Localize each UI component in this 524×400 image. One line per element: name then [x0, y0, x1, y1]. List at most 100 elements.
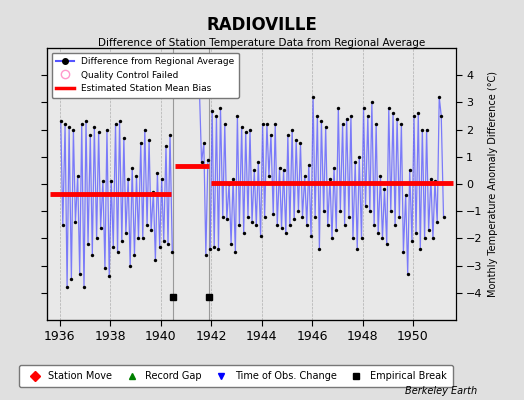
Point	[126, 262, 134, 269]
Point	[132, 173, 140, 179]
Point	[248, 219, 256, 225]
Point	[143, 222, 151, 228]
Point	[429, 235, 437, 242]
Point	[208, 107, 216, 114]
Point	[263, 121, 271, 127]
Point	[378, 235, 387, 242]
Point	[59, 222, 67, 228]
Point	[145, 137, 154, 144]
Point	[391, 222, 399, 228]
Point	[140, 126, 149, 133]
Point	[130, 252, 139, 258]
Point	[286, 222, 294, 228]
Point	[414, 110, 422, 116]
Point	[433, 219, 441, 225]
Point	[345, 214, 353, 220]
Point	[336, 208, 344, 214]
Point	[101, 265, 109, 272]
Point	[162, 143, 170, 149]
Point	[168, 249, 177, 255]
Point	[399, 249, 408, 255]
Point	[195, 91, 204, 98]
Point	[158, 175, 166, 182]
Point	[301, 173, 309, 179]
Point	[221, 121, 229, 127]
Point	[292, 137, 300, 144]
Point	[124, 175, 133, 182]
Point	[223, 216, 231, 222]
Point	[244, 214, 252, 220]
Point	[309, 94, 317, 100]
Point	[138, 235, 147, 242]
Point	[304, 162, 313, 168]
Point	[88, 252, 96, 258]
Point	[159, 238, 168, 244]
Point	[366, 208, 374, 214]
Legend: Difference from Regional Average, Quality Control Failed, Estimated Station Mean: Difference from Regional Average, Qualit…	[52, 52, 239, 98]
Point	[206, 246, 214, 252]
Point	[271, 121, 279, 127]
Point	[412, 230, 420, 236]
Point	[109, 243, 117, 250]
Point	[383, 241, 391, 247]
Point	[67, 276, 75, 282]
Point	[275, 164, 283, 171]
Point	[134, 235, 143, 242]
Point	[359, 105, 368, 111]
Point	[351, 159, 359, 166]
Point	[401, 192, 410, 198]
Point	[151, 257, 160, 263]
Point	[119, 134, 128, 141]
Point	[397, 121, 406, 127]
Point	[90, 124, 99, 130]
Point	[370, 222, 378, 228]
Point	[315, 246, 324, 252]
Point	[424, 227, 433, 234]
Point	[153, 170, 161, 176]
Point	[431, 178, 439, 184]
Point	[410, 113, 418, 119]
Point	[233, 113, 242, 119]
Point	[237, 124, 246, 130]
Point	[317, 118, 325, 125]
Point	[75, 270, 84, 277]
Point	[84, 241, 92, 247]
Point	[387, 208, 395, 214]
Point	[246, 126, 254, 133]
Point	[302, 222, 311, 228]
Point	[229, 175, 237, 182]
Point	[389, 110, 397, 116]
Point	[256, 232, 265, 239]
Point	[57, 118, 65, 125]
Point	[252, 222, 260, 228]
Point	[200, 140, 208, 146]
Point	[149, 189, 158, 195]
Point	[408, 238, 416, 244]
Point	[406, 167, 414, 174]
Point	[380, 186, 389, 193]
Point	[99, 178, 107, 184]
Point	[341, 222, 349, 228]
Point	[320, 208, 328, 214]
Point	[63, 284, 71, 290]
Point	[265, 173, 273, 179]
Point	[118, 238, 126, 244]
Point	[376, 173, 385, 179]
Point	[353, 246, 362, 252]
Point	[113, 249, 122, 255]
Point	[250, 167, 258, 174]
Point	[298, 214, 307, 220]
Point	[219, 214, 227, 220]
Point	[422, 126, 431, 133]
Point	[260, 214, 269, 220]
Point	[347, 113, 355, 119]
Point	[420, 235, 429, 242]
Point	[94, 129, 103, 136]
Point	[326, 175, 334, 182]
Point	[216, 105, 225, 111]
Point	[71, 219, 80, 225]
Point	[279, 167, 288, 174]
Point	[212, 113, 221, 119]
Point	[427, 175, 435, 182]
Point	[128, 164, 136, 171]
